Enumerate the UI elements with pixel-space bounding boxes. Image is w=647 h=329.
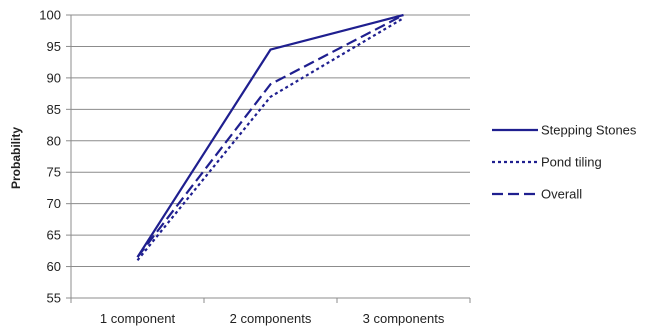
legend-label: Overall (541, 187, 582, 202)
y-tick-label: 90 (47, 70, 61, 85)
y-tick-label: 95 (47, 39, 61, 54)
x-tick-label: 1 component (100, 311, 176, 326)
x-tick-label: 2 components (230, 311, 312, 326)
series-lines (136, 13, 405, 261)
x-axis-ticks: 1 component 2 components 3 components (100, 311, 445, 326)
legend-label: Pond tiling (541, 155, 602, 170)
series-line (136, 14, 405, 258)
y-axis-ticks: 55 60 65 70 75 80 85 90 95 100 (39, 8, 61, 306)
legend: Stepping Stones Pond tiling Overall (492, 123, 637, 202)
y-tick-label: 85 (47, 102, 61, 117)
y-axis-label: Probability (9, 127, 23, 189)
series-line (136, 17, 405, 261)
y-tick-label: 65 (47, 228, 61, 243)
y-tick-label: 55 (47, 291, 61, 306)
y-tick-label: 60 (47, 259, 61, 274)
legend-label: Stepping Stones (541, 123, 637, 138)
x-tick-label: 3 components (363, 311, 445, 326)
y-tick-label: 70 (47, 196, 61, 211)
series-line (136, 13, 404, 258)
y-tick-label: 75 (47, 165, 61, 180)
y-tick-label: 80 (47, 133, 61, 148)
gridlines (66, 14, 471, 303)
y-tick-label: 100 (39, 8, 61, 23)
